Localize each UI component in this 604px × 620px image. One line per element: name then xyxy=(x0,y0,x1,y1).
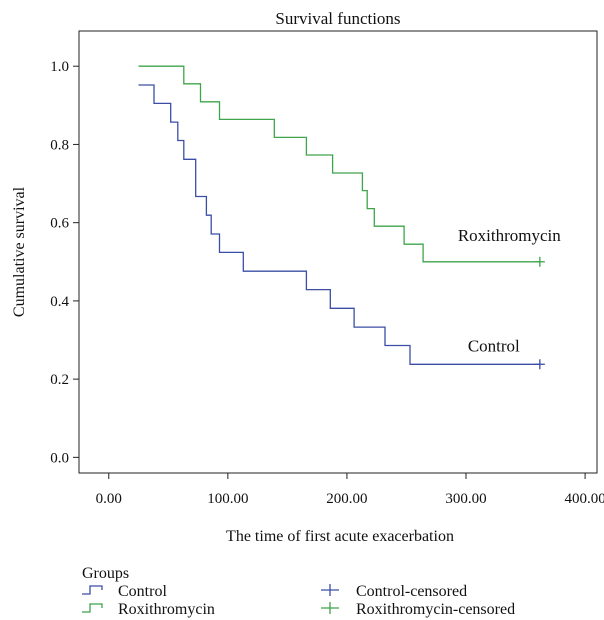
y-tick-label: 0.0 xyxy=(50,450,69,466)
y-axis-label: Cumulative survival xyxy=(11,186,28,317)
y-tick-label: 0.8 xyxy=(50,137,69,153)
legend-title: Groups xyxy=(82,565,129,582)
y-tick-label: 0.6 xyxy=(50,216,69,232)
series-line-roxithromycin xyxy=(138,65,540,263)
plot-frame xyxy=(78,30,598,474)
legend-cross-icon xyxy=(321,602,339,614)
legend-item: Roxithromycin-censored xyxy=(321,601,515,618)
legend-item: Roxithromycin xyxy=(82,601,215,618)
x-tick-label: 400.00 xyxy=(564,491,604,507)
series-roxithromycin: Roxithromycin xyxy=(138,65,561,267)
x-tick-label: 300.00 xyxy=(445,491,486,507)
legend-step-icon xyxy=(82,585,103,595)
chart-title: Survival functions xyxy=(275,9,400,28)
censored-marker xyxy=(534,359,545,370)
censored-marker xyxy=(534,256,545,267)
series-layer: Control Roxithromycin xyxy=(138,65,561,370)
x-axis: 0.00 100.00 200.00 300.00 400.00 xyxy=(96,473,604,507)
series-control: Control xyxy=(138,84,545,370)
legend-label: Roxithromycin xyxy=(118,601,215,618)
x-tick-label: 200.00 xyxy=(326,491,367,507)
legend-item: Control xyxy=(82,583,167,600)
series-line-control xyxy=(138,84,540,365)
legend-label: Control-censored xyxy=(356,583,467,600)
y-axis: 0.0 0.2 0.4 0.6 0.8 1.0 xyxy=(50,59,79,466)
series-annotation: Roxithromycin xyxy=(458,226,561,245)
x-tick-label: 0.00 xyxy=(96,491,122,507)
x-axis-label: The time of first acute exacerbation xyxy=(226,528,454,545)
legend-step-icon xyxy=(82,603,103,613)
y-tick-label: 1.0 xyxy=(50,59,69,75)
legend-cross-icon xyxy=(321,584,339,596)
legend-item: Control-censored xyxy=(321,583,467,600)
legend-label: Control xyxy=(118,583,167,600)
y-tick-label: 0.4 xyxy=(50,294,69,310)
x-tick-label: 100.00 xyxy=(207,491,248,507)
legend-label: Roxithromycin-censored xyxy=(356,601,515,618)
series-annotation: Control xyxy=(468,336,520,355)
y-tick-label: 0.2 xyxy=(50,372,69,388)
